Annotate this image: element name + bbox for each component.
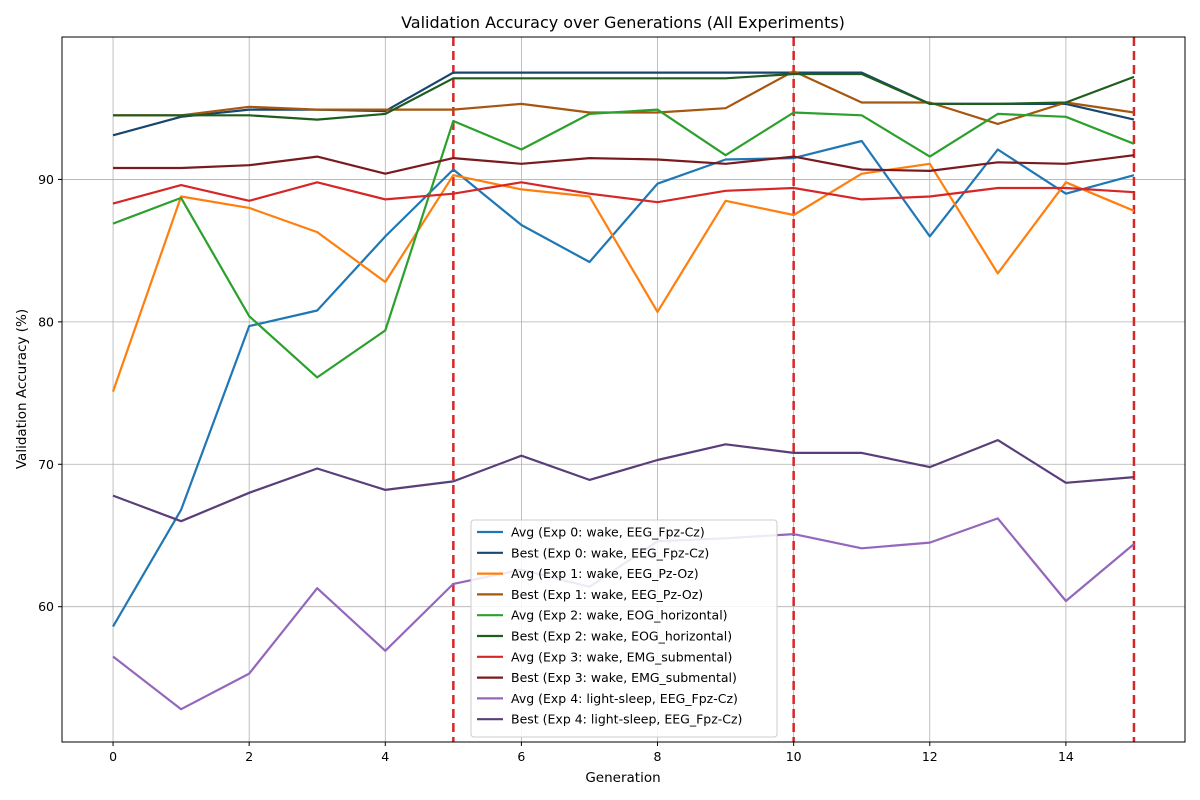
- x-tick-label: 2: [245, 749, 253, 764]
- y-tick-label: 90: [38, 172, 54, 187]
- series-line-2: [111, 162, 1135, 392]
- legend-entry: Best (Exp 0: wake, EEG_Fpz-Cz): [511, 545, 709, 560]
- x-tick-label: 14: [1058, 749, 1074, 764]
- legend-entry: Best (Exp 1: wake, EEG_Pz-Oz): [511, 587, 703, 602]
- y-tick-label: 60: [38, 599, 54, 614]
- legend-entry: Avg (Exp 4: light-sleep, EEG_Fpz-Cz): [511, 691, 738, 706]
- legend-entry: Avg (Exp 0: wake, EEG_Fpz-Cz): [511, 525, 705, 540]
- series-lines: [111, 70, 1135, 711]
- chart-title: Validation Accuracy over Generations (Al…: [401, 13, 845, 32]
- series-line-7: [113, 154, 1135, 175]
- legend-entry: Avg (Exp 3: wake, EMG_submental): [511, 649, 732, 664]
- series-line-9: [112, 439, 1135, 523]
- x-tick-label: 6: [517, 749, 525, 764]
- legend-entry: Best (Exp 4: light-sleep, EEG_Fpz-Cz): [511, 712, 742, 727]
- x-tick-label: 4: [381, 749, 389, 764]
- x-tick-label: 10: [786, 749, 802, 764]
- series-line-6: [112, 181, 1135, 205]
- grid-lines: [62, 37, 1185, 742]
- plot-frame: [61, 36, 1186, 743]
- legend-entry: Avg (Exp 1: wake, EEG_Pz-Oz): [511, 566, 699, 581]
- x-tick-label: 8: [654, 749, 662, 764]
- legend-entry: Best (Exp 2: wake, EOG_horizontal): [511, 629, 732, 644]
- x-tick-label: 0: [109, 749, 117, 764]
- generation-markers: [452, 37, 1136, 742]
- series-line-4: [112, 108, 1135, 379]
- y-axis-label: Validation Accuracy (%): [14, 309, 30, 469]
- y-tick-label: 80: [38, 314, 54, 329]
- legend-entry: Best (Exp 3: wake, EMG_submental): [511, 670, 737, 685]
- legend: Avg (Exp 0: wake, EEG_Fpz-Cz) Best (Exp 0…: [470, 519, 778, 738]
- legend-box: [470, 519, 778, 738]
- x-tick-label: 12: [922, 749, 938, 764]
- y-tick-label: 70: [38, 457, 54, 472]
- series-line-5: [113, 72, 1135, 121]
- axis-ticks: 0 2 4 6 8 10 12 14 60 70 80 90: [38, 172, 1074, 764]
- x-axis-label: Generation: [585, 770, 660, 786]
- legend-entry: Avg (Exp 2: wake, EOG_horizontal): [511, 608, 728, 623]
